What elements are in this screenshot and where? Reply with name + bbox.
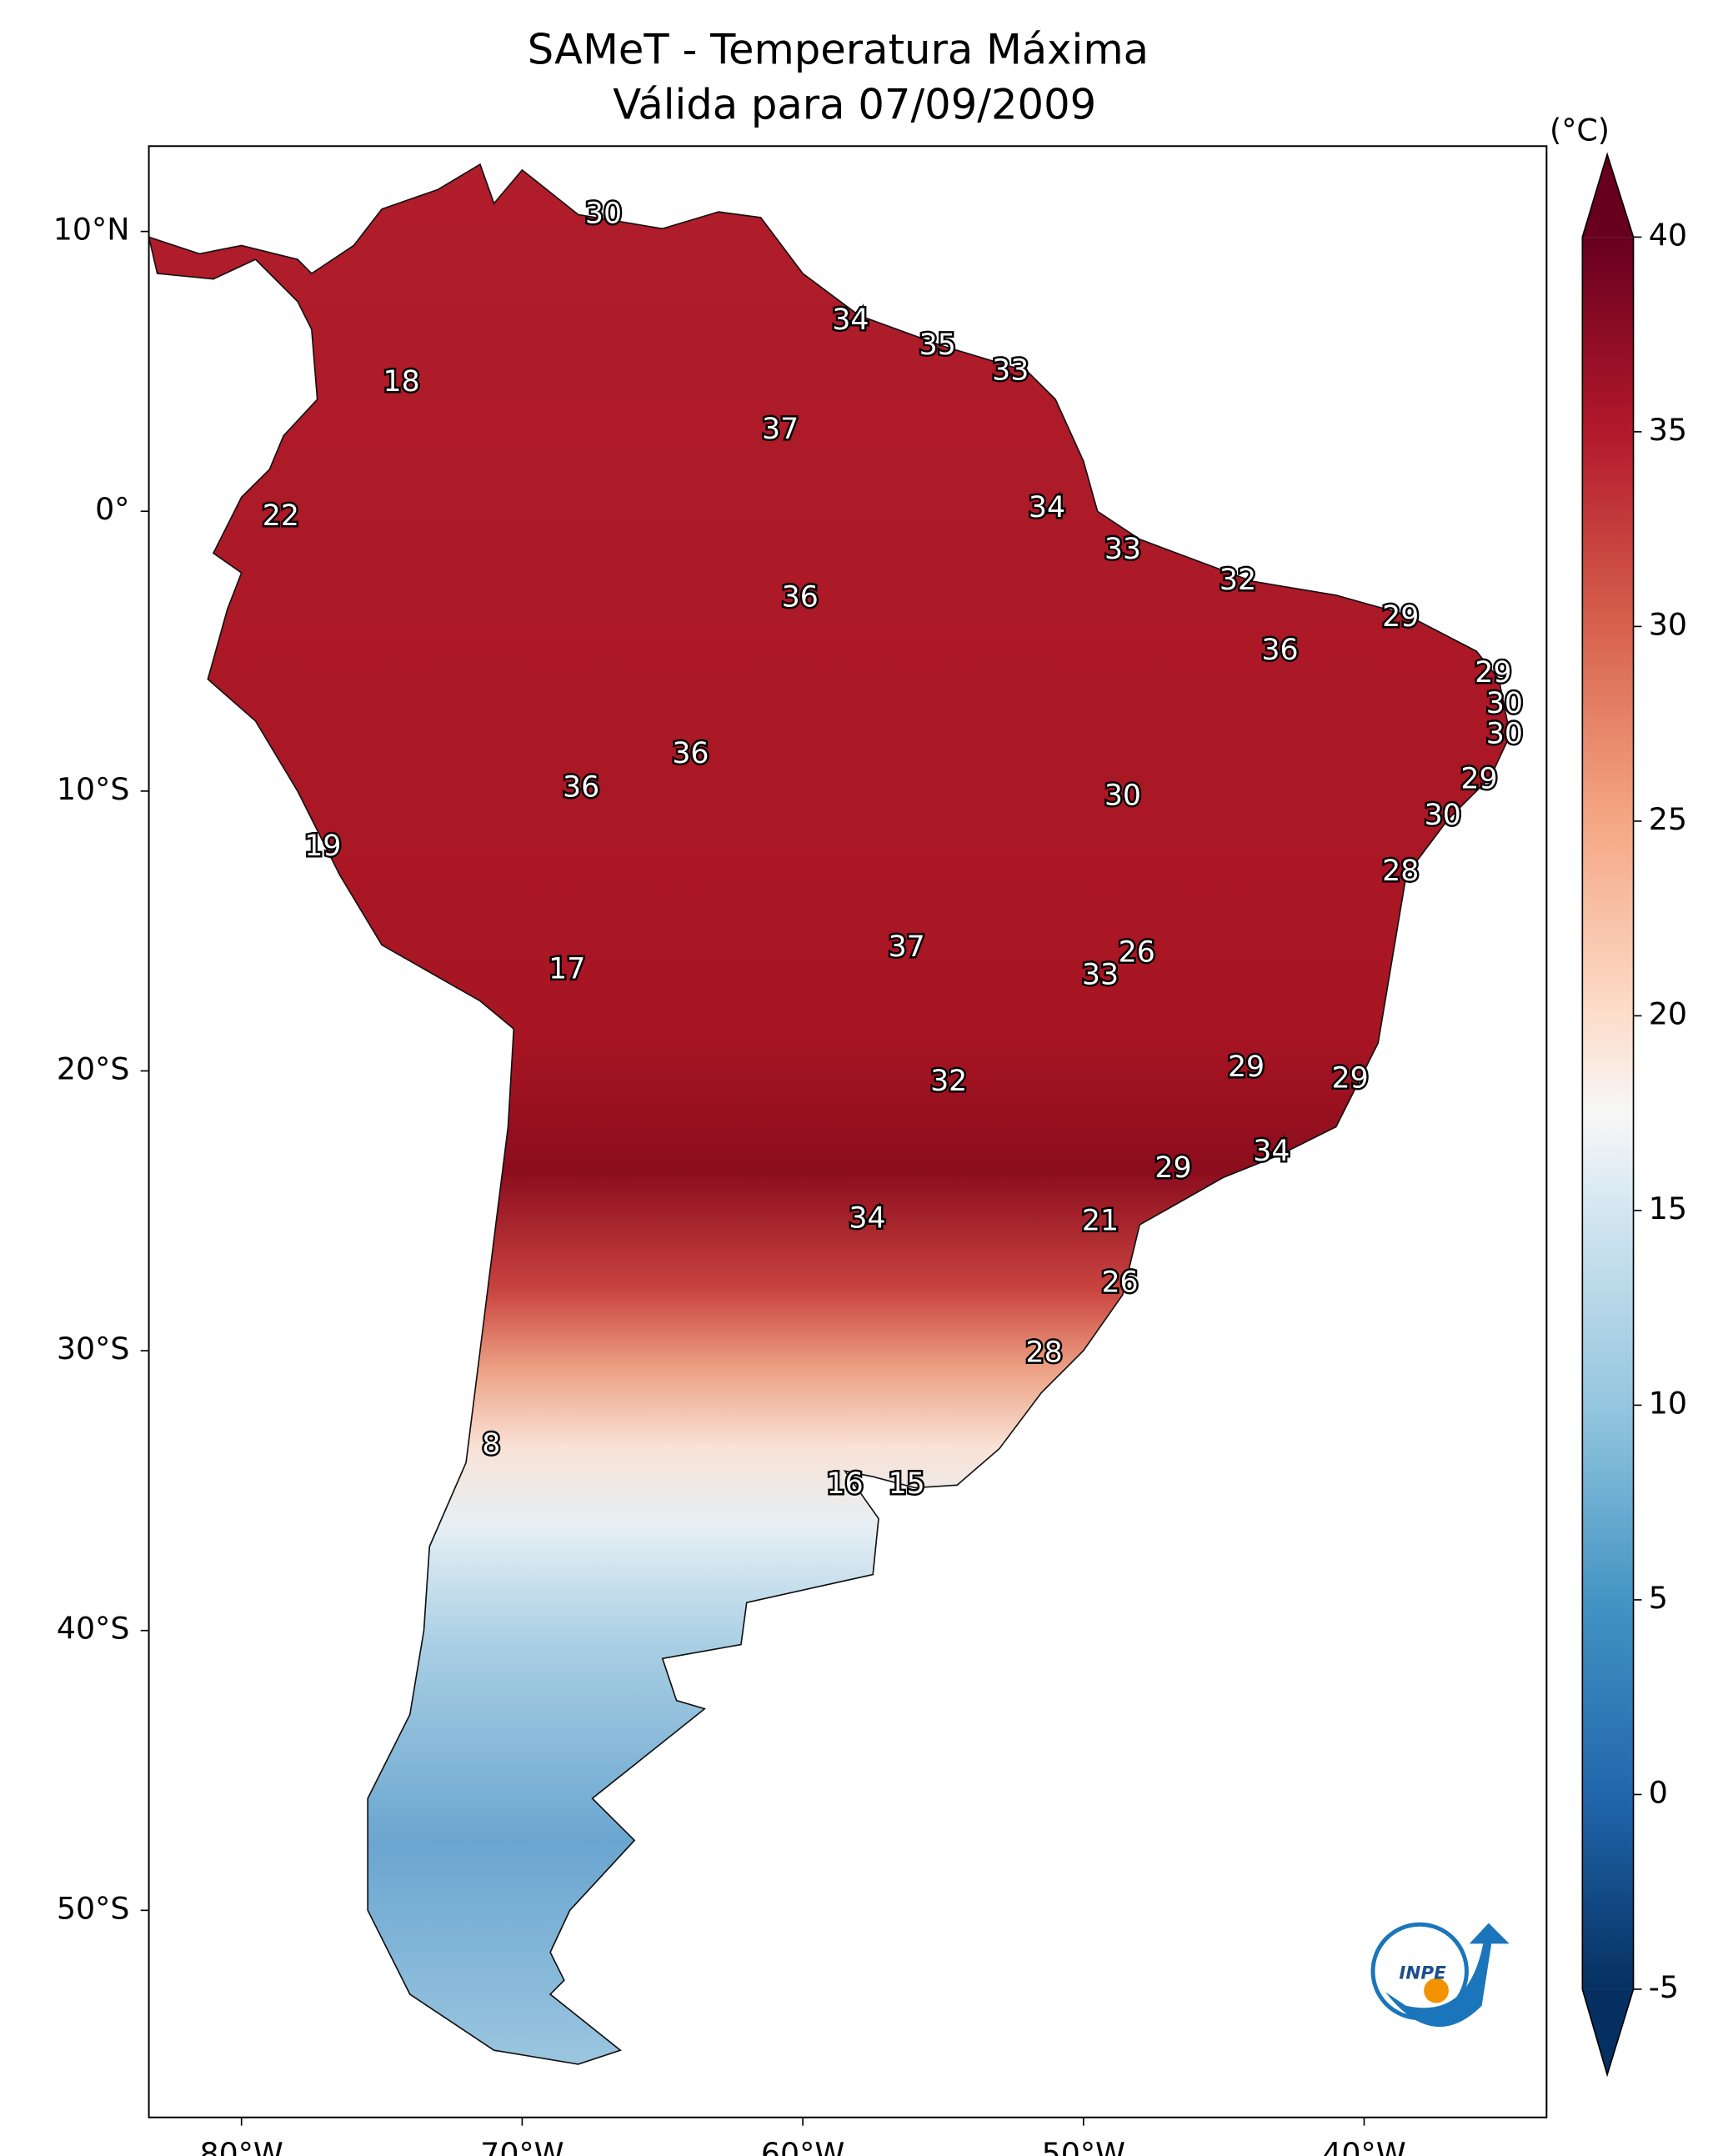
- temperature-label: 30: [1486, 687, 1523, 720]
- temperature-label: 34: [1029, 491, 1065, 524]
- temperature-label: 26: [1101, 1266, 1138, 1300]
- temperature-label: 16: [827, 1467, 864, 1501]
- subtitle: Válida para 07/09/2009: [613, 80, 1096, 128]
- x-tick-label: 50°W: [1042, 2136, 1125, 2156]
- y-tick-label: 10°N: [53, 212, 130, 248]
- temperature-label: 30: [1486, 718, 1523, 751]
- colorbar-tick-label: 10: [1649, 1385, 1687, 1421]
- logo: INPE: [1370, 1922, 1510, 2028]
- temperature-label: 36: [563, 771, 599, 805]
- temperature-label: 29: [1155, 1151, 1191, 1185]
- y-tick-label: 20°S: [57, 1050, 130, 1086]
- temperature-label: 15: [889, 1467, 925, 1501]
- temperature-label: 21: [1082, 1205, 1119, 1238]
- colorbar-tick-label: 30: [1649, 606, 1687, 642]
- colorbar-tick-label: 20: [1649, 995, 1687, 1031]
- temperature-label: 29: [1460, 762, 1497, 795]
- temperature-label: 22: [263, 499, 299, 533]
- y-tick-label: 40°S: [57, 1611, 130, 1647]
- temperature-label: 37: [889, 930, 925, 964]
- y-tick-label: 0°: [95, 491, 129, 527]
- temperature-label: 29: [1332, 1062, 1369, 1096]
- temperature-label: 26: [1119, 936, 1155, 970]
- x-tick-label: 80°W: [199, 2136, 283, 2156]
- colorbar-tick-label: -5: [1649, 1969, 1679, 2005]
- y-tick-label: 10°S: [57, 771, 130, 807]
- colorbar-tick-label: 5: [1649, 1580, 1668, 1616]
- colorbar-extend-max: [1582, 154, 1634, 238]
- logo-arrow: [1385, 1923, 1510, 2028]
- temperature-label: 29: [1382, 600, 1419, 634]
- temperature-label: 34: [849, 1201, 885, 1235]
- temperature-label: 36: [1261, 634, 1298, 667]
- temperature-label: 37: [762, 413, 799, 446]
- temperature-label: 33: [992, 353, 1029, 387]
- colorbar-extend-min: [1582, 1988, 1634, 2075]
- colorbar-label: (°C): [1550, 113, 1610, 148]
- temperature-label: 29: [1475, 656, 1511, 689]
- logo-dot: [1424, 1978, 1449, 2003]
- continent: [148, 163, 1511, 2065]
- map-frame: [148, 145, 1548, 2118]
- temperature-label: 32: [1220, 564, 1256, 597]
- temperature-label: 32: [930, 1065, 967, 1098]
- y-tick-label: 50°S: [57, 1890, 130, 1926]
- colorbar-tick-label: 40: [1649, 217, 1687, 253]
- temperature-label: 30: [1104, 780, 1141, 813]
- temperature-label: 33: [1104, 533, 1141, 566]
- colorbar-tick-label: 0: [1649, 1774, 1668, 1810]
- temperature-label: 8: [482, 1428, 500, 1462]
- x-tick-label: 40°W: [1322, 2136, 1405, 2156]
- x-tick-label: 70°W: [480, 2136, 563, 2156]
- colorbar-tick-label: 15: [1649, 1191, 1687, 1226]
- colorbar-tick-label: 25: [1649, 801, 1687, 837]
- temperature-label: 33: [1082, 958, 1119, 991]
- temperature-label: 28: [1382, 855, 1419, 888]
- logo-text: INPE: [1399, 1963, 1446, 1984]
- temperature-label: 19: [304, 830, 341, 863]
- y-tick-label: 30°S: [57, 1331, 130, 1366]
- temperature-label: 36: [672, 737, 709, 770]
- temperature-label: 34: [832, 303, 869, 337]
- temperature-label: 29: [1228, 1050, 1265, 1084]
- temperature-label: 36: [782, 580, 819, 614]
- x-tick-label: 60°W: [761, 2136, 844, 2156]
- temperature-label: 18: [383, 365, 420, 399]
- temperature-label: 28: [1026, 1336, 1063, 1369]
- title: SAMeT - Temperatura Máxima: [528, 25, 1149, 73]
- temperature-label: 17: [548, 953, 585, 986]
- temperature-label: 34: [1253, 1135, 1290, 1168]
- temperature-label: 35: [919, 328, 956, 362]
- colorbar: [1582, 237, 1634, 1989]
- temperature-label: 30: [1425, 799, 1461, 832]
- colorbar-tick-label: 35: [1649, 412, 1687, 448]
- temperature-label: 30: [585, 197, 622, 230]
